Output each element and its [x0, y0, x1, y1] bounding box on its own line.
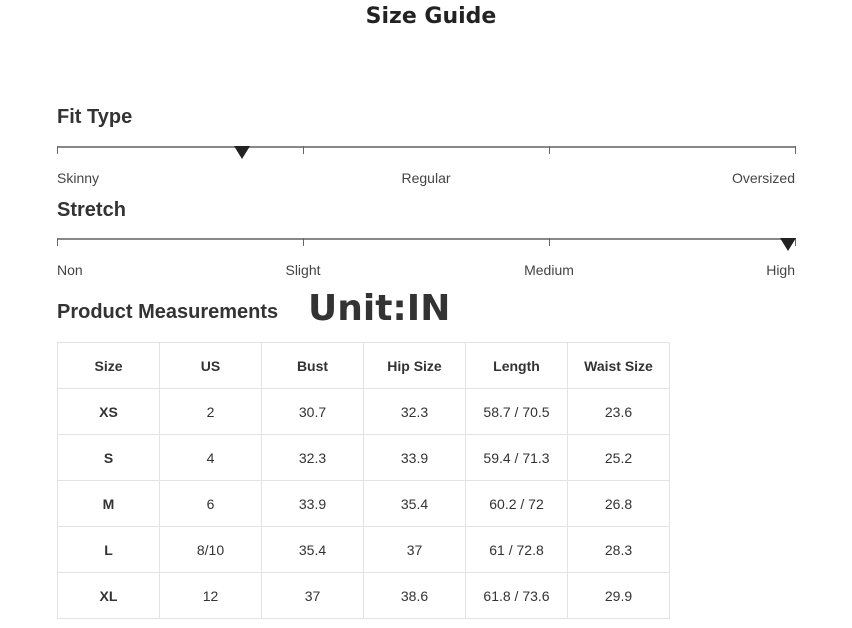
table-cell: 12	[159, 572, 262, 619]
scale-label-oversized: Oversized	[731, 170, 795, 186]
table-cell: 61 / 72.8	[465, 526, 568, 573]
column-header: Size	[57, 342, 160, 389]
column-header: Hip Size	[363, 342, 466, 389]
table-cell: 32.3	[261, 434, 364, 481]
scale-line	[57, 238, 795, 240]
fit-type-heading: Fit Type	[57, 106, 133, 128]
scale-tick	[57, 146, 58, 154]
fit-type-scale: Skinny Regular Oversized	[57, 146, 796, 186]
column-header: Bust	[261, 342, 364, 389]
table-row: XS 2 30.7 32.3 58.7 / 70.5 23.6	[57, 388, 670, 435]
scale-tick	[795, 146, 796, 154]
scale-label-non: Non	[57, 262, 83, 278]
table-cell: 37	[261, 572, 364, 619]
table-cell: 30.7	[261, 388, 364, 435]
table-cell: 6	[159, 480, 262, 527]
scale-marker-icon	[779, 238, 796, 251]
table-row: S 4 32.3 33.9 59.4 / 71.3 25.2	[57, 434, 670, 481]
measurements-heading: Product Measurements	[57, 301, 279, 323]
table-cell: 8/10	[159, 526, 262, 573]
table-cell: 29.9	[567, 572, 670, 619]
stretch-scale: Non Slight Medium High	[57, 238, 796, 278]
table-header-row: Size US Bust Hip Size Length Waist Size	[57, 342, 670, 389]
table-cell: 61.8 / 73.6	[465, 572, 568, 619]
table-cell: L	[57, 526, 160, 573]
table-cell: 38.6	[363, 572, 466, 619]
table-cell: 59.4 / 71.3	[465, 434, 568, 481]
table-cell: 2	[159, 388, 262, 435]
table-cell: 28.3	[567, 526, 670, 573]
scale-label-high: High	[766, 262, 795, 278]
table-cell: XS	[57, 388, 160, 435]
table-row: L 8/10 35.4 37 61 / 72.8 28.3	[57, 526, 670, 573]
scale-tick	[303, 238, 304, 246]
scale-tick	[549, 238, 550, 246]
table-cell: 4	[159, 434, 262, 481]
table-cell: 23.6	[567, 388, 670, 435]
unit-label: Unit:IN	[308, 288, 451, 329]
scale-label-slight: Slight	[285, 262, 321, 278]
table-cell: 60.2 / 72	[465, 480, 568, 527]
scale-tick	[303, 146, 304, 154]
scale-label-regular: Regular	[401, 170, 451, 186]
table-cell: S	[57, 434, 160, 481]
scale-tick	[57, 238, 58, 246]
column-header: Waist Size	[567, 342, 670, 389]
column-header: US	[159, 342, 262, 389]
table-cell: 26.8	[567, 480, 670, 527]
page-title: Size Guide	[365, 4, 497, 29]
table-row: M 6 33.9 35.4 60.2 / 72 26.8	[57, 480, 670, 527]
table-cell: 58.7 / 70.5	[465, 388, 568, 435]
table-cell: 33.9	[261, 480, 364, 527]
stretch-heading: Stretch	[57, 199, 126, 221]
scale-label-medium: Medium	[524, 262, 574, 278]
table-cell: 35.4	[261, 526, 364, 573]
table-cell: 32.3	[363, 388, 466, 435]
table-cell: 25.2	[567, 434, 670, 481]
table-cell: XL	[57, 572, 160, 619]
table-cell: 35.4	[363, 480, 466, 527]
scale-label-skinny: Skinny	[57, 170, 100, 186]
table-cell: M	[57, 480, 160, 527]
table-cell: 33.9	[363, 434, 466, 481]
table-row: XL 12 37 38.6 61.8 / 73.6 29.9	[57, 572, 670, 619]
scale-line	[57, 146, 795, 148]
size-table: Size US Bust Hip Size Length Waist Size XS 2 30…	[57, 342, 670, 619]
scale-marker-icon	[233, 146, 250, 159]
scale-tick	[549, 146, 550, 154]
column-header: Length	[465, 342, 568, 389]
table-cell: 37	[363, 526, 466, 573]
